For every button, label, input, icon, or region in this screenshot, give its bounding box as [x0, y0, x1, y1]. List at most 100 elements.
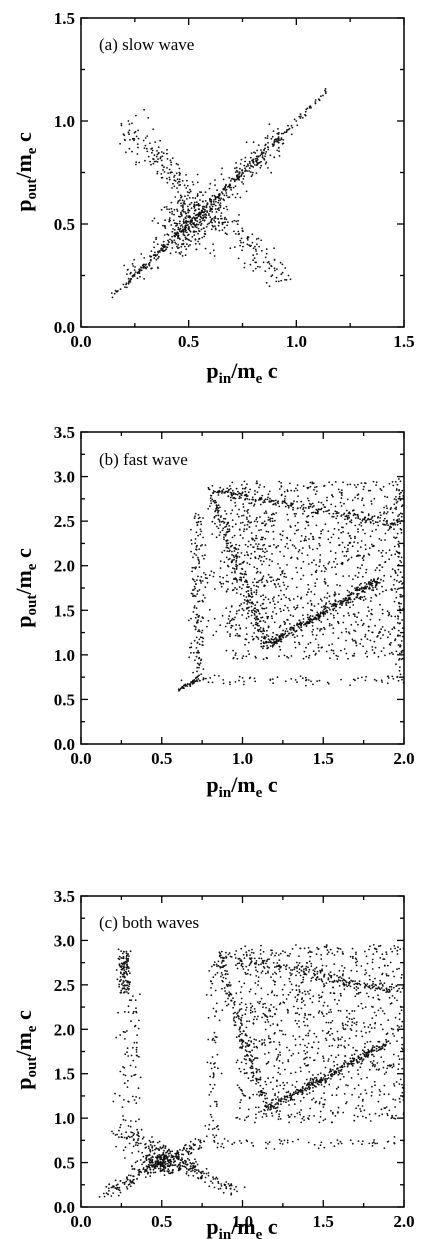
scatter-point	[226, 984, 229, 987]
scatter-point	[296, 1093, 299, 1095]
scatter-point	[257, 265, 259, 268]
scatter-point	[369, 987, 372, 990]
scatter-point	[297, 1089, 300, 1091]
scatter-point	[211, 498, 214, 501]
scatter-point	[151, 1149, 154, 1152]
scatter-point	[194, 1138, 197, 1140]
scatter-point	[168, 1155, 171, 1157]
scatter-point	[223, 561, 226, 564]
scatter-point	[266, 498, 269, 501]
scatter-point	[261, 155, 264, 157]
scatter-point	[397, 634, 400, 637]
scatter-point	[187, 1153, 190, 1156]
scatter-point	[264, 153, 267, 155]
scatter-point	[135, 135, 138, 138]
scatter-point	[351, 600, 354, 603]
scatter-point	[189, 230, 192, 233]
scatter-point	[268, 490, 271, 493]
scatter-point	[222, 221, 225, 224]
scatter-point	[333, 1073, 336, 1076]
scatter-point	[287, 124, 289, 127]
scatter-point	[390, 506, 392, 509]
scatter-point	[222, 1191, 225, 1194]
scatter-point	[353, 983, 356, 986]
scatter-point	[255, 155, 258, 158]
scatter-point	[174, 196, 177, 198]
scatter-point	[118, 1136, 120, 1138]
scatter-point	[210, 980, 213, 983]
scatter-point	[176, 231, 179, 234]
scatter-point	[300, 505, 303, 507]
scatter-point	[216, 491, 218, 494]
scatter-point	[262, 620, 265, 622]
scatter-point	[311, 633, 314, 636]
scatter-point	[386, 990, 388, 992]
scatter-point	[191, 181, 194, 183]
scatter-point	[284, 632, 287, 635]
scatter-point	[281, 534, 284, 537]
scatter-point	[259, 266, 261, 268]
scatter-point	[371, 516, 373, 519]
scatter-point	[220, 975, 222, 978]
scatter-point	[357, 677, 359, 680]
scatter-point	[342, 615, 345, 617]
scatter-point	[400, 556, 403, 559]
scatter-point	[142, 1155, 145, 1158]
scatter-point	[275, 965, 278, 967]
scatter-point	[120, 965, 123, 968]
scatter-point	[305, 507, 307, 509]
scatter-point	[135, 1046, 138, 1049]
scatter-point	[257, 499, 260, 501]
scatter-point	[127, 1079, 129, 1082]
scatter-point	[283, 654, 286, 657]
scatter-point	[399, 522, 402, 525]
scatter-point	[116, 978, 119, 981]
scatter-point	[198, 666, 200, 669]
scatter-point	[301, 116, 304, 119]
scatter-point	[303, 623, 305, 626]
scatter-point	[162, 1164, 165, 1167]
scatter-point	[211, 194, 214, 197]
scatter-point	[182, 228, 185, 231]
scatter-point	[355, 596, 358, 598]
scatter-point	[193, 201, 196, 204]
scatter-point	[399, 666, 401, 668]
scatter-point	[201, 580, 204, 582]
scatter-point	[270, 615, 273, 617]
scatter-point	[259, 626, 262, 629]
scatter-point	[271, 598, 274, 600]
scatter-point	[256, 608, 258, 611]
x-tick-label: 0.5	[151, 749, 172, 768]
scatter-point	[369, 535, 372, 538]
scatter-point	[223, 492, 226, 494]
scatter-point	[332, 605, 335, 607]
scatter-point	[396, 521, 399, 524]
scatter-point	[130, 271, 132, 274]
scatter-point	[295, 512, 297, 515]
scatter-point	[241, 657, 244, 660]
scatter-point	[322, 605, 325, 608]
scatter-point	[270, 525, 273, 527]
scatter-point	[266, 617, 269, 620]
scatter-point	[261, 548, 264, 550]
scatter-point	[279, 1100, 282, 1103]
scatter-point	[258, 486, 260, 489]
scatter-point	[129, 950, 132, 953]
scatter-point	[220, 950, 223, 953]
scatter-point	[378, 569, 381, 572]
scatter-point	[230, 993, 233, 996]
scatter-point	[229, 610, 232, 613]
scatter-point	[214, 973, 217, 976]
scatter-point	[307, 514, 310, 517]
scatter-point	[122, 1066, 124, 1068]
scatter-point	[308, 547, 311, 549]
scatter-point	[204, 233, 207, 236]
scatter-point	[393, 578, 396, 581]
scatter-point	[388, 652, 391, 655]
scatter-point	[231, 481, 234, 484]
scatter-point	[201, 644, 204, 647]
scatter-point	[223, 199, 226, 202]
scatter-point	[146, 150, 149, 153]
scatter-point	[318, 99, 321, 102]
scatter-point	[347, 515, 350, 517]
